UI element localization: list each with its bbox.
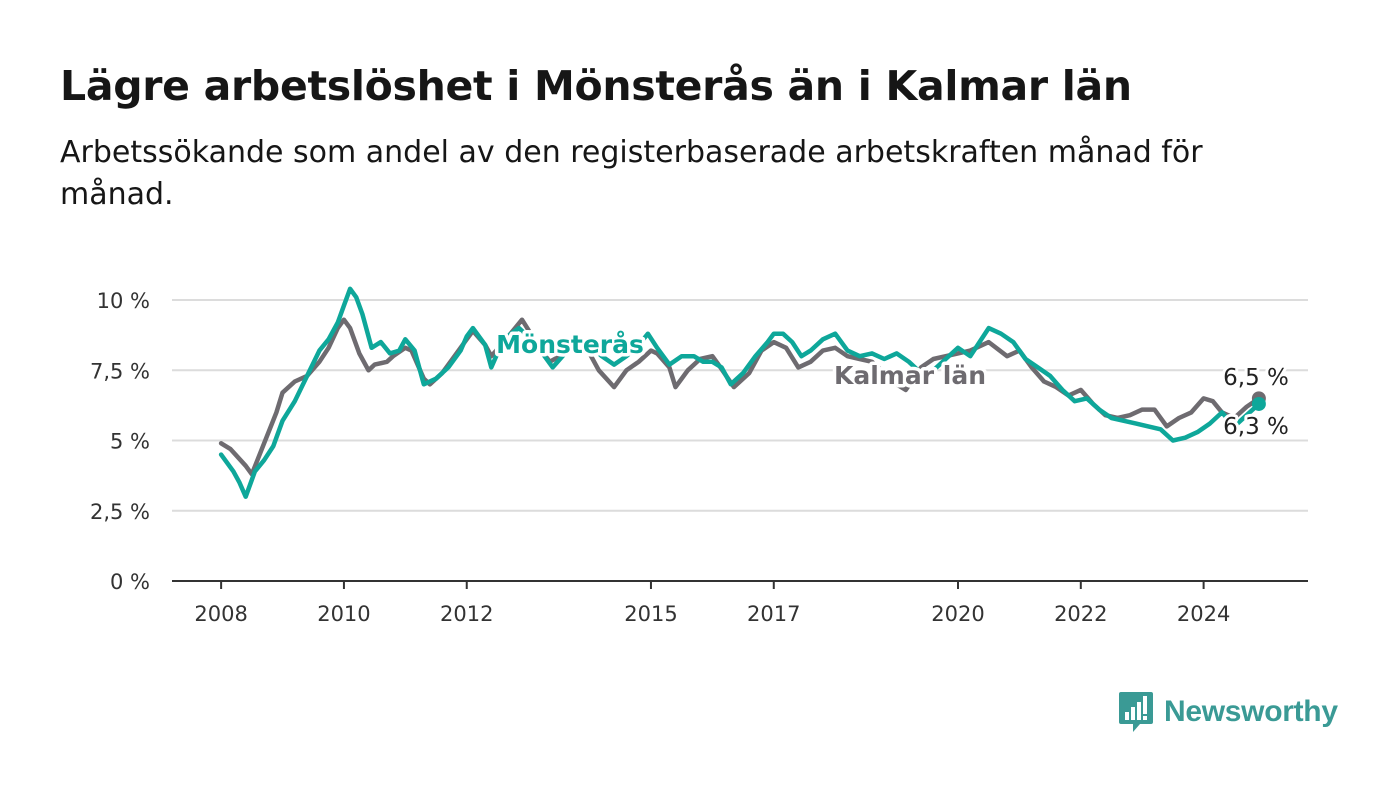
x-axis: 2008 2010 2012 2015 2017 2020 2022 2024: [172, 580, 1308, 626]
page-title: Lägre arbetslöshet i Mönsterås än i Kalm…: [60, 62, 1132, 110]
series-line-monsteras: [218, 286, 1262, 499]
x-tick-label: 2008: [194, 602, 247, 626]
x-tick-label: 2010: [317, 602, 370, 626]
y-tick-label: 7,5 %: [90, 359, 150, 383]
x-tick-label: 2017: [747, 602, 800, 626]
x-tick-label: 2022: [1054, 602, 1107, 626]
y-tick-label: 5 %: [110, 430, 150, 454]
end-value-label-monsteras: 6,3 %: [1223, 414, 1289, 440]
y-tick-label: 0 %: [110, 570, 150, 594]
page-subtitle: Arbetssökande som andel av den registerb…: [60, 135, 1203, 212]
series-lines: [218, 286, 1266, 499]
end-value-label-kalmar: 6,5 %: [1223, 365, 1289, 391]
brand-name: Newsworthy: [1164, 695, 1338, 728]
newsworthy-logo-icon: [1119, 692, 1153, 732]
newsworthy-logo: Newsworthy: [1118, 690, 1338, 734]
x-tick-label: 2024: [1177, 602, 1230, 626]
x-tick-label: 2012: [440, 602, 493, 626]
x-tick-label: 2020: [931, 602, 984, 626]
y-axis: 0 % 2,5 % 5 % 7,5 % 10 %: [90, 289, 150, 594]
x-tick-label: 2015: [624, 602, 677, 626]
series-labels: Kalmar län Mönsterås 6,5 % 6,3 %: [493, 327, 1292, 444]
series-label-kalmar: Kalmar län: [834, 361, 986, 390]
series-label-monsteras: Mönsterås: [496, 330, 644, 359]
series-end-point: [1251, 396, 1266, 411]
y-tick-label: 10 %: [97, 289, 150, 313]
grid-lines: [172, 299, 1308, 512]
y-tick-label: 2,5 %: [90, 500, 150, 524]
